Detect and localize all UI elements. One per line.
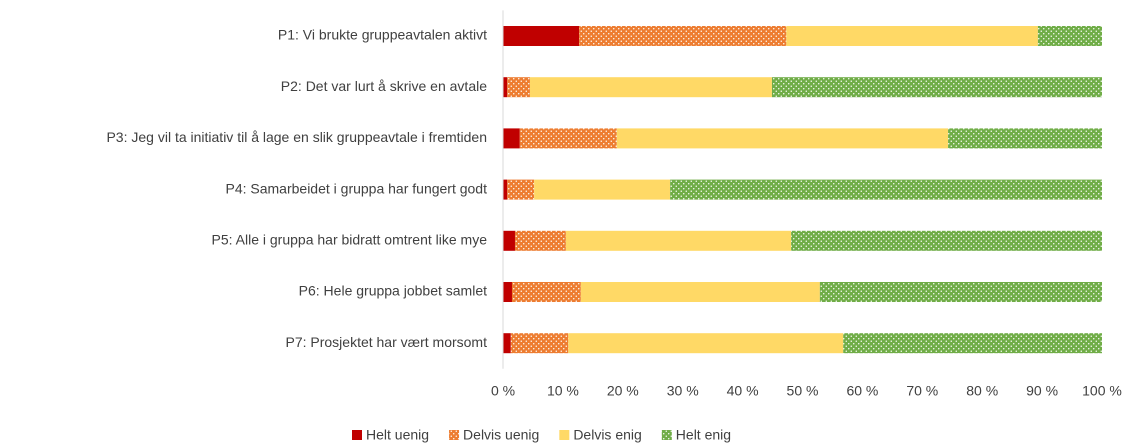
x-tick-label: 60 % [846,383,878,399]
bar-segment [534,179,671,200]
bar-segment [565,230,792,251]
x-tick-label: 40 % [727,383,759,399]
bar-segment [670,179,1102,200]
bar-segment [503,179,508,200]
category-label: P5: Alle i gruppa har bidratt omtrent li… [212,232,488,248]
category-label: P4: Samarbeidet i gruppa har fungert god… [225,180,487,196]
legend-label: Helt uenig [366,427,429,443]
bar-segment [843,333,1102,354]
bar-segment [786,26,1038,46]
bar-segment [819,282,1102,302]
bar-segment [948,128,1102,149]
legend-label: Delvis uenig [463,427,539,443]
bar-segment [580,282,820,302]
x-tick-label: 50 % [787,383,819,399]
x-tick-label: 90 % [1026,383,1058,399]
legend-label: Delvis enig [573,427,641,443]
bar-segment [503,128,520,149]
bar-segment [511,282,581,302]
category-label: P3: Jeg vil ta initiativ til å lage en s… [106,129,487,145]
bar-segment [514,230,566,251]
bar-segment [503,26,580,46]
x-tick-label: 70 % [906,383,938,399]
x-tick-label: 30 % [667,383,699,399]
bar-segment [503,77,508,98]
category-label: P2: Det var lurt å skrive en avtale [281,78,487,94]
legend-swatch [352,430,362,440]
legend-swatch [661,430,672,440]
x-tick-label: 10 % [547,383,579,399]
legend-swatch [449,430,460,440]
x-tick-label: 20 % [607,383,639,399]
bar-segment [503,333,511,354]
bar-segment [510,333,569,354]
bar-segment [507,179,535,200]
bar-segment [568,333,844,354]
category-label: P6: Hele gruppa jobbet samlet [299,283,487,299]
bar-segment [503,230,515,251]
bar-segment [507,77,530,98]
x-tick-label: 100 % [1082,383,1122,399]
x-tick-label: 80 % [966,383,998,399]
category-label: P7: Prosjektet har vært morsomt [285,334,487,350]
legend-swatch [559,430,570,440]
legend-label: Helt enig [676,427,731,443]
x-tick-label: 0 % [491,383,515,399]
bar-segment [791,230,1102,251]
bar-segment [616,128,949,149]
bar-segment [771,77,1102,98]
bar-segment [529,77,772,98]
bar-segment [579,26,787,46]
category-label: P1: Vi brukte gruppeavtalen aktivt [278,27,487,43]
bar-segment [503,282,512,302]
bar-segment [519,128,617,149]
bar-segment [1037,26,1102,46]
